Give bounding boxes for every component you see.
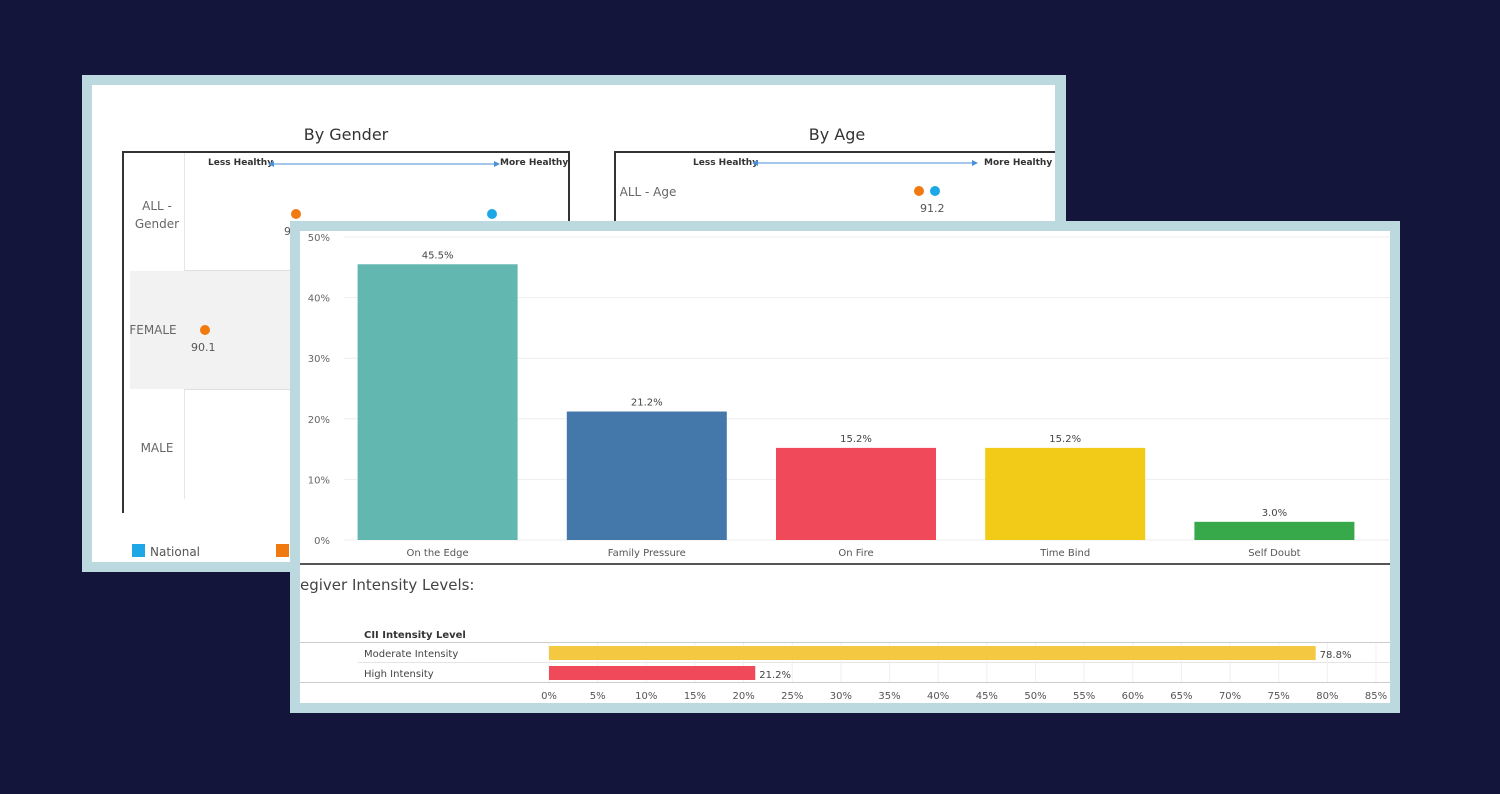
age-less-healthy-label: Less Healthy (693, 158, 759, 168)
intensity-header: CII Intensity Level (364, 630, 466, 641)
x-tick-label: 40% (927, 691, 949, 702)
horizontal-bar-chart: CII Intensity Level 0% 5% 10% 15% 20% 25% 30% 35… (300, 630, 1390, 702)
bar-data-label: 21.2% (631, 398, 663, 409)
front-chart-inner: 0% 10% 20% 30% 40% 50% 45.5% On the Edge 21.2% Fa… (300, 231, 1390, 703)
x-tick-label: 55% (1073, 691, 1095, 702)
bar-data-label: 45.5% (422, 250, 454, 261)
x-tick-label: 35% (878, 691, 900, 702)
bar-data-label: 15.2% (1049, 434, 1081, 445)
category-label: High Intensity (364, 669, 434, 680)
gender-all-value: 9 (284, 225, 291, 238)
x-tick-label: 30% (830, 691, 852, 702)
female-value: 90.1 (191, 341, 216, 354)
bar-data-label: 15.2% (840, 434, 872, 445)
x-tick-label: 25% (781, 691, 803, 702)
hbar-data-label: 78.8% (1320, 650, 1352, 661)
x-tick-label: 70% (1219, 691, 1241, 702)
x-tick-label: 15% (684, 691, 706, 702)
gender-all-sample-dot (291, 209, 301, 219)
gender-axis-arrow (268, 161, 500, 167)
x-tick-label: 10% (635, 691, 657, 702)
vertical-bar-chart: 0% 10% 20% 30% 40% 50% 45.5% On the Edge 21.2% Fa… (308, 233, 1390, 559)
y-tick-label: 0% (314, 536, 330, 547)
bar (357, 264, 518, 540)
legend-sample-swatch (276, 544, 289, 557)
age-panel-title: By Age (808, 125, 866, 144)
bar (985, 447, 1146, 540)
row-label-male: MALE (140, 441, 174, 455)
age-sample-dot (914, 186, 924, 196)
y-tick-label: 40% (308, 294, 330, 305)
female-sample-dot (200, 325, 210, 335)
legend-national-label: National (150, 545, 201, 559)
x-tick-label: 85% (1365, 691, 1387, 702)
x-tick-label: 60% (1122, 691, 1144, 702)
age-more-healthy-label: More Healthy (984, 158, 1053, 168)
age-national-dot (930, 186, 940, 196)
hbar (549, 666, 756, 680)
x-tick-label: Time Bind (1039, 548, 1090, 559)
age-axis-arrow (752, 160, 978, 166)
row-label-female: FEMALE (129, 323, 177, 337)
x-tick-label: 75% (1268, 691, 1290, 702)
y-tick-label: 20% (308, 415, 330, 426)
hbar-data-label: 21.2% (759, 670, 791, 681)
category-label: Moderate Intensity (364, 649, 458, 660)
chart-section-divider (300, 563, 1390, 565)
x-tick-label: 0% (541, 691, 557, 702)
y-tick-label: 10% (308, 475, 330, 486)
y-tick-label: 50% (308, 233, 330, 244)
bar-data-label: 3.0% (1262, 508, 1287, 519)
bar (1194, 521, 1355, 540)
x-tick-label: Self Doubt (1248, 548, 1300, 559)
gender-panel-title: By Gender (303, 125, 389, 144)
front-chart-card: 0% 10% 20% 30% 40% 50% 45.5% On the Edge 21.2% Fa… (290, 221, 1400, 713)
x-tick-label: 80% (1316, 691, 1338, 702)
intensity-title: egiver Intensity Levels: (300, 576, 475, 594)
row-label-all-gender: ALL - Gender (134, 199, 180, 231)
x-tick-label: 20% (732, 691, 754, 702)
gender-less-healthy-label: Less Healthy (208, 158, 274, 168)
x-tick-label: Family Pressure (608, 548, 686, 559)
y-tick-label: 30% (308, 354, 330, 365)
x-tick-label: 65% (1170, 691, 1192, 702)
row-label-all-age: ALL - Age (619, 185, 677, 199)
x-tick-label: On the Edge (407, 548, 469, 559)
x-tick-label: 45% (976, 691, 998, 702)
x-tick-label: 5% (590, 691, 606, 702)
bar (566, 411, 727, 540)
gender-more-healthy-label: More Healthy (500, 158, 569, 168)
hbar (549, 646, 1316, 660)
bar (776, 447, 936, 540)
age-value: 91.2 (920, 202, 945, 215)
gender-all-national-dot (487, 209, 497, 219)
legend-national-swatch (132, 544, 145, 557)
x-tick-label: 50% (1024, 691, 1046, 702)
x-tick-label: On Fire (838, 548, 873, 559)
